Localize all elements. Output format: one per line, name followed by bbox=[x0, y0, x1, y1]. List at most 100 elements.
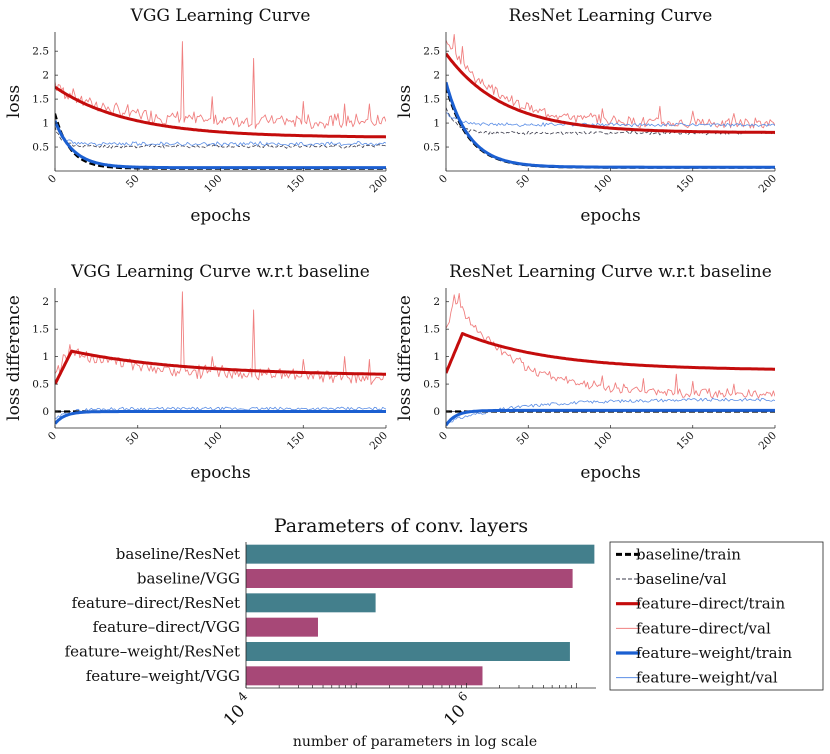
y-tick-label: 0 bbox=[433, 406, 440, 418]
bar-feature-direct-vgg bbox=[246, 617, 318, 637]
y-tick-label: 2 bbox=[433, 296, 440, 308]
x-tick-label: 50 bbox=[514, 430, 532, 448]
chart-title: VGG Learning Curve w.r.t baseline bbox=[70, 262, 370, 282]
series-line-feature-weight-train bbox=[446, 408, 775, 427]
series-group bbox=[55, 291, 386, 425]
y-tick-label: 2.5 bbox=[423, 46, 440, 58]
series-group bbox=[446, 33, 775, 169]
x-tick-label: 150 bbox=[285, 430, 308, 453]
series-line-feature-weight-val bbox=[446, 112, 775, 128]
y-tick-label: 2 bbox=[42, 296, 49, 308]
x-axis-label: epochs bbox=[580, 206, 640, 226]
y-tick-label: 1.5 bbox=[423, 94, 440, 106]
x-tick-label: 50 bbox=[124, 430, 142, 448]
bar-baseline-vgg bbox=[246, 569, 573, 588]
x-tick-label: 150 bbox=[285, 173, 308, 196]
chart-vgg-curve: 0.5 1 1.5 2 2.5 0 50 100 150 200 VGG Learning Curv… bbox=[4, 6, 390, 226]
legend-label: feature–weight/train bbox=[636, 644, 792, 662]
tick-exponent: 4 bbox=[235, 689, 251, 705]
series-line-feature-direct-val bbox=[55, 291, 386, 385]
y-tick-label: 0.5 bbox=[32, 379, 49, 391]
chart-resnet-curve: 0.5 1 1.5 2 2.5 0 50 100 150 200 ResNet Learning C… bbox=[395, 6, 779, 226]
y-tick-label: 2.5 bbox=[32, 46, 49, 58]
y-axis-label: loss difference bbox=[395, 295, 415, 421]
y-tick-label: 0.5 bbox=[423, 379, 440, 391]
x-tick-label: 0 bbox=[437, 430, 450, 443]
series-line-feature-direct-train bbox=[55, 349, 386, 385]
series-line-baseline-train bbox=[55, 113, 386, 170]
x-tick-label: 100 bbox=[592, 430, 615, 453]
x-tick-label: 104 bbox=[220, 689, 251, 731]
y-tick-label: 2 bbox=[42, 70, 49, 82]
tick-base: 10 bbox=[220, 701, 249, 730]
y-tick-label: 1.5 bbox=[32, 94, 49, 106]
series-line-feature-direct-val bbox=[446, 33, 775, 129]
y-tick-label: 1 bbox=[433, 118, 440, 130]
tick-base: 10 bbox=[440, 701, 469, 730]
chart-title: Parameters of conv. layers bbox=[274, 515, 528, 537]
series-group bbox=[55, 41, 386, 170]
x-tick-label: 50 bbox=[514, 173, 532, 191]
category-label: feature–direct/VGG bbox=[93, 618, 240, 636]
series-line-feature-direct-train bbox=[446, 332, 775, 374]
x-axis-label: epochs bbox=[190, 206, 250, 226]
category-label: baseline/ResNet bbox=[116, 545, 240, 563]
y-tick-label: 1 bbox=[42, 118, 49, 130]
bar-baseline-resnet bbox=[246, 544, 595, 564]
x-tick-label: 200 bbox=[367, 430, 390, 453]
y-tick-label: 1 bbox=[433, 351, 440, 363]
x-tick-label: 100 bbox=[202, 173, 225, 196]
x-tick-label: 200 bbox=[756, 173, 779, 196]
chart-title: VGG Learning Curve bbox=[130, 6, 311, 26]
chart-title: ResNet Learning Curve bbox=[509, 6, 713, 26]
series-line-feature-direct-val bbox=[446, 293, 775, 399]
x-axis-label: epochs bbox=[580, 463, 640, 483]
y-axis-label: loss difference bbox=[4, 295, 24, 421]
bar-feature-weight-vgg bbox=[246, 666, 483, 686]
chart-resnet-diff: 0 0.5 1 1.5 2 0 50 100 150 200 ResNet Learning Cur… bbox=[395, 262, 779, 483]
x-tick-label: 150 bbox=[674, 430, 697, 453]
x-tick-label: 200 bbox=[367, 173, 390, 196]
x-tick-label: 0 bbox=[46, 430, 59, 443]
x-tick-label: 0 bbox=[46, 173, 59, 186]
series-line-feature-weight-val bbox=[55, 120, 386, 147]
legend: baseline/train baseline/val feature–direct… bbox=[609, 541, 824, 691]
chart-title: ResNet Learning Curve w.r.t baseline bbox=[449, 262, 772, 282]
x-tick-label: 150 bbox=[674, 173, 697, 196]
tick-exponent: 6 bbox=[455, 689, 470, 704]
series-line-feature-weight-train bbox=[446, 81, 775, 169]
x-tick-label: 0 bbox=[437, 173, 450, 186]
y-tick-label: 2 bbox=[433, 70, 440, 82]
y-tick-label: 0.5 bbox=[32, 142, 49, 154]
legend-label: feature–direct/train bbox=[636, 595, 785, 613]
category-label: feature–weight/VGG bbox=[86, 667, 240, 685]
y-axis-label: loss bbox=[4, 85, 24, 118]
legend-label: feature–weight/val bbox=[636, 669, 778, 687]
x-tick-label: 100 bbox=[592, 173, 615, 196]
legend-label: feature–direct/val bbox=[636, 619, 771, 637]
category-label: feature–weight/ResNet bbox=[65, 643, 240, 661]
series-line-baseline-val bbox=[55, 125, 386, 149]
y-tick-label: 1.5 bbox=[32, 324, 49, 336]
bar-feature-weight-resnet bbox=[246, 642, 570, 661]
x-axis-label: epochs bbox=[190, 463, 250, 483]
series-line-feature-direct-val bbox=[55, 41, 386, 129]
y-tick-label: 0 bbox=[42, 406, 49, 418]
category-label: baseline/VGG bbox=[137, 570, 240, 588]
y-tick-label: 1.5 bbox=[423, 324, 440, 336]
x-tick-label: 200 bbox=[756, 430, 779, 453]
series-group bbox=[446, 293, 775, 427]
y-tick-label: 0.5 bbox=[423, 142, 440, 154]
series-line-feature-direct-train bbox=[55, 85, 386, 139]
series-line-feature-weight-train bbox=[55, 410, 386, 425]
x-tick-label: 50 bbox=[124, 173, 142, 191]
y-axis-label: loss bbox=[395, 85, 415, 118]
x-tick-label: 106 bbox=[440, 689, 470, 730]
chart-vgg-diff: 0 0.5 1 1.5 2 0 50 100 150 200 VGG Learning Curve … bbox=[4, 262, 390, 483]
y-tick-label: 1 bbox=[42, 351, 49, 363]
x-tick-label: 100 bbox=[202, 430, 225, 453]
legend-label: baseline/val bbox=[636, 570, 727, 588]
legend-box bbox=[609, 541, 824, 691]
category-label: feature–direct/ResNet bbox=[72, 594, 240, 612]
